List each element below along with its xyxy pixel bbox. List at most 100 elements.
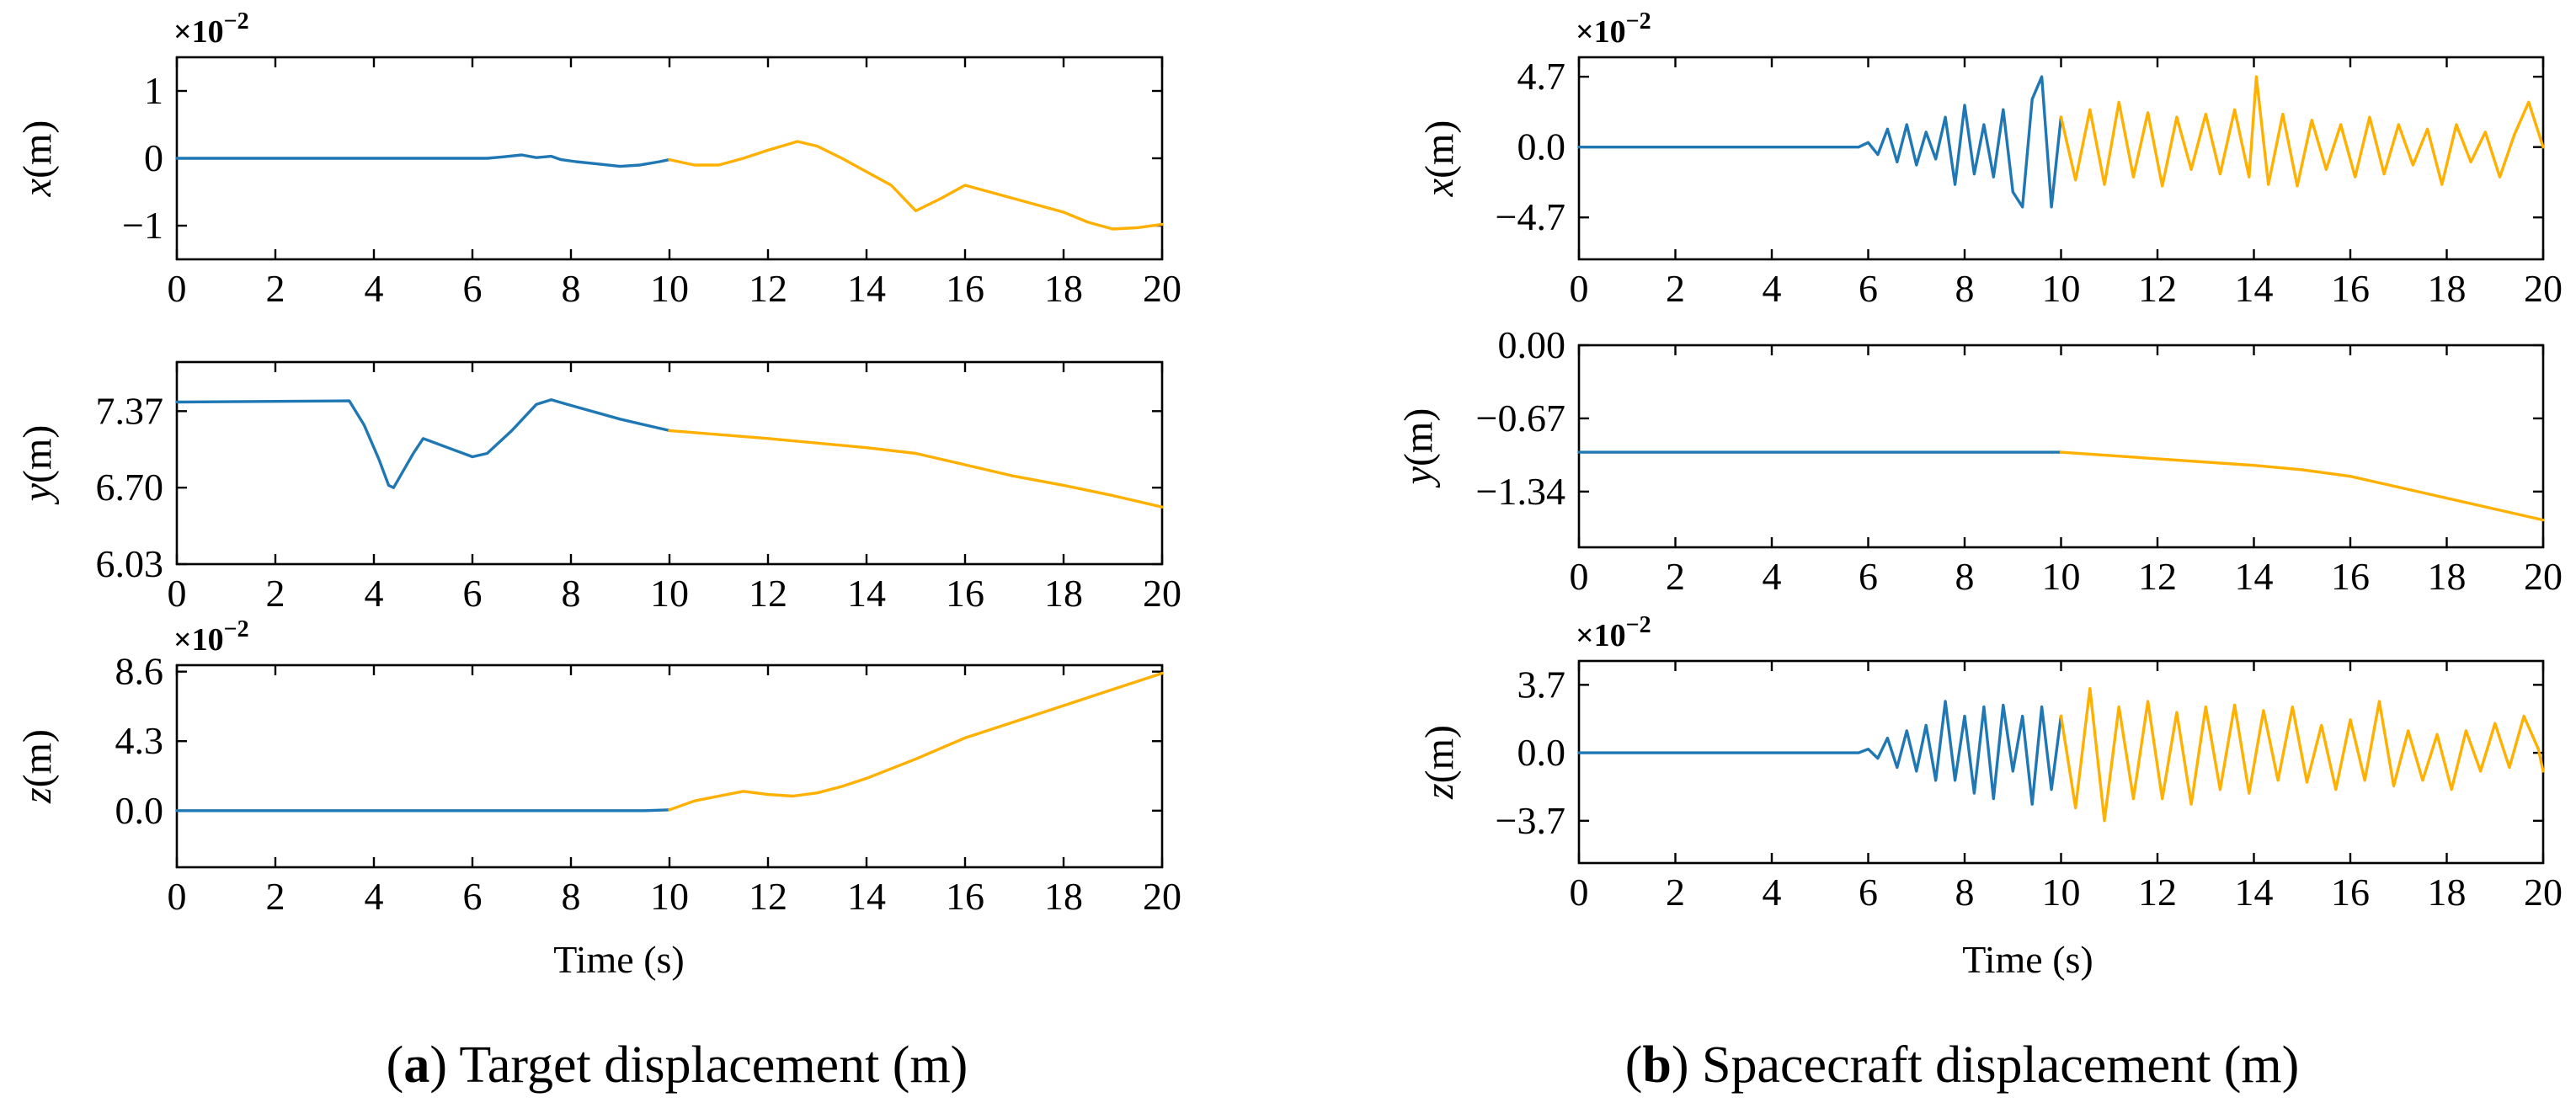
x-tick-label: 18 xyxy=(1044,875,1083,918)
x-tick-label: 16 xyxy=(2331,555,2370,598)
x-tick-label: 2 xyxy=(266,572,285,615)
series-line-2 xyxy=(2059,687,2545,823)
x-tick-label: 4 xyxy=(1763,871,1782,914)
y-tick-label: 4.3 xyxy=(115,719,164,762)
x-tick-label: 0 xyxy=(1570,267,1589,310)
x-tick-label: 2 xyxy=(266,267,285,310)
plot-frame xyxy=(175,360,1164,566)
y-multiplier: ×10−2 xyxy=(1576,8,1651,50)
y-tick-label: 3.7 xyxy=(1517,663,1566,706)
x-tick-label: 20 xyxy=(1143,572,1181,615)
x-tick-label: 16 xyxy=(946,572,984,615)
x-tick-label: 18 xyxy=(2428,871,2467,914)
x-tick-label: 16 xyxy=(2331,267,2370,310)
y-axis-label: y(m) xyxy=(1396,408,1441,489)
x-tick-label: 10 xyxy=(2042,555,2081,598)
x-tick-label: 6 xyxy=(463,267,483,310)
x-tick-label: 12 xyxy=(749,572,787,615)
y-tick-label: 0 xyxy=(144,136,163,179)
x-tick-label: 4 xyxy=(365,267,384,310)
x-tick-label: 2 xyxy=(1666,871,1685,914)
x-tick-label: 20 xyxy=(2524,555,2563,598)
caption-b: (b) Spacecraft displacement (m) xyxy=(1625,1036,2300,1094)
y-tick-label: 0.0 xyxy=(1517,731,1566,774)
y-tick-label: 0.0 xyxy=(115,789,164,832)
y-axis-label: y(m) xyxy=(15,425,60,506)
x-tick-label: 12 xyxy=(2138,555,2177,598)
x-tick-label: 6 xyxy=(463,875,483,918)
y-tick-label: 0.0 xyxy=(1517,125,1566,168)
x-tick-label: 14 xyxy=(2235,555,2274,598)
x-tick-label: 10 xyxy=(650,267,689,310)
x-tick-label: 12 xyxy=(749,267,787,310)
y-tick-label: −3.7 xyxy=(1496,799,1565,842)
x-tick-label: 16 xyxy=(2331,871,2370,914)
series-line-1 xyxy=(175,398,671,489)
x-tick-label: 4 xyxy=(1763,555,1782,598)
y-axis-label: z(m) xyxy=(1417,725,1462,800)
x-tick-label: 8 xyxy=(1955,267,1975,310)
x-tick-label: 4 xyxy=(365,875,384,918)
x-tick-label: 0 xyxy=(168,572,187,615)
y-tick-label: −0.67 xyxy=(1476,397,1565,440)
x-tick-label: 0 xyxy=(1570,555,1589,598)
series-line-1 xyxy=(175,808,671,813)
y-multiplier: ×10−2 xyxy=(1576,612,1651,653)
x-tick-label: 20 xyxy=(2524,871,2563,914)
x-tick-label: 18 xyxy=(1044,267,1083,310)
x-tick-label: 14 xyxy=(847,875,886,918)
x-tick-label: 18 xyxy=(2428,267,2467,310)
series-line-2 xyxy=(668,429,1164,509)
plot-frame xyxy=(1577,344,2545,549)
x-tick-label: 10 xyxy=(2042,267,2081,310)
x-tick-label: 0 xyxy=(168,267,187,310)
x-tick-label: 20 xyxy=(1143,875,1181,918)
x-tick-label: 6 xyxy=(1859,267,1878,310)
x-tick-label: 0 xyxy=(168,875,187,918)
x-tick-label: 14 xyxy=(2235,871,2274,914)
x-tick-label: 8 xyxy=(1955,555,1975,598)
y-tick-label: −4.7 xyxy=(1496,195,1565,238)
x-tick-label: 18 xyxy=(1044,572,1083,615)
x-tick-label: 14 xyxy=(847,267,886,310)
x-tick-label: 16 xyxy=(946,267,984,310)
y-tick-label: 6.70 xyxy=(96,466,164,509)
x-tick-label: 12 xyxy=(749,875,787,918)
x-tick-label: 6 xyxy=(463,572,483,615)
y-tick-label: 4.7 xyxy=(1517,55,1566,98)
x-tick-label: 2 xyxy=(266,875,285,918)
series-line-2 xyxy=(668,140,1164,231)
x-tick-label: 8 xyxy=(1955,871,1975,914)
x-tick-label: 6 xyxy=(1859,555,1878,598)
x-tick-label: 20 xyxy=(2524,267,2563,310)
x-tick-label: 4 xyxy=(1763,267,1782,310)
y-tick-label: −1 xyxy=(122,204,163,247)
x-tick-label: 18 xyxy=(2428,555,2467,598)
x-tick-label: 0 xyxy=(1570,871,1589,914)
y-tick-label: 6.03 xyxy=(96,542,164,585)
y-tick-label: 8.6 xyxy=(115,650,164,693)
x-tick-label: 10 xyxy=(2042,871,2081,914)
x-axis-label-a: Time (s) xyxy=(553,938,685,981)
y-tick-label: 1 xyxy=(144,69,163,112)
x-tick-label: 8 xyxy=(562,875,581,918)
y-axis-label: x(m) xyxy=(15,120,60,198)
x-tick-label: 6 xyxy=(1859,871,1878,914)
caption-b-text: Spacecraft displacement (m) xyxy=(1702,1036,2299,1094)
x-tick-label: 12 xyxy=(2138,267,2177,310)
chart-a-z: 0 2 4 6 8 10 12 14 16 18 20 0.0 4.3 8.6 z(m) ×10−2 xyxy=(15,616,1181,918)
x-tick-label: 2 xyxy=(1666,555,1685,598)
series-line-1 xyxy=(1577,700,2063,806)
x-axis-label-b: Time (s) xyxy=(1962,938,2093,981)
y-tick-label: 0.00 xyxy=(1498,323,1566,366)
x-tick-label: 16 xyxy=(946,875,984,918)
y-axis-label: x(m) xyxy=(1417,120,1462,198)
series-line-2 xyxy=(668,671,1164,812)
x-tick-label: 8 xyxy=(562,267,581,310)
chart-b-z: 0 2 4 6 8 10 12 14 16 18 20 −3.7 0.0 3.7 z(m) ×10−2 xyxy=(1417,612,2563,914)
chart-a-y: 0 2 4 6 8 10 12 14 16 18 20 6.03 6.70 7.37 y(m) xyxy=(15,360,1181,615)
chart-b-y: 0 2 4 6 8 10 12 14 16 18 20 −1.34 −0.67 0.00 y(m) xyxy=(1396,323,2563,598)
x-tick-label: 14 xyxy=(847,572,886,615)
